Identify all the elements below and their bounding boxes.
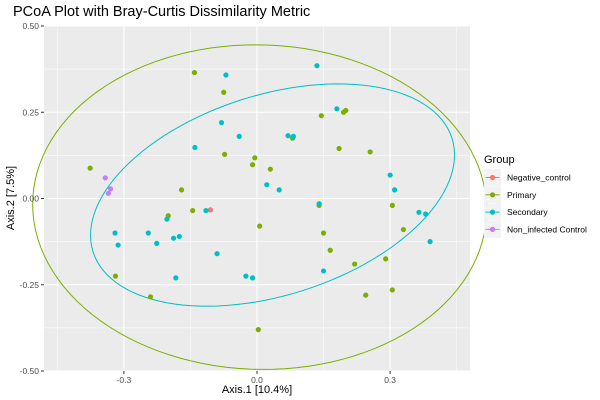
x-tick-label: -0.3 xyxy=(117,375,132,385)
point-primary xyxy=(336,145,342,152)
point-secondary xyxy=(276,187,282,193)
point-primary xyxy=(257,223,263,229)
legend-marker-non-infected-control xyxy=(489,226,496,232)
ellipse-secondary xyxy=(90,83,456,307)
point-secondary xyxy=(391,187,398,193)
point-primary xyxy=(87,165,93,171)
grid-major xyxy=(44,25,470,372)
point-primary xyxy=(363,292,369,298)
point-non-infected-control xyxy=(102,175,108,181)
legend: Group Negative_control Primary Secondary No… xyxy=(484,154,587,238)
point-secondary xyxy=(115,242,121,248)
y-tick-label: -0.50 xyxy=(20,366,40,376)
y-tick-label: 0.00 xyxy=(22,194,39,204)
y-tick-label: 0.50 xyxy=(22,21,39,31)
legend-label-negative-control: Negative_control xyxy=(507,173,571,183)
point-secondary xyxy=(236,133,242,139)
point-secondary xyxy=(223,72,229,78)
legend-marker-negative-control xyxy=(489,174,496,181)
point-primary xyxy=(367,149,373,155)
point-secondary xyxy=(320,268,327,274)
point-secondary xyxy=(145,230,151,236)
point-primary xyxy=(147,294,154,300)
point-non-infected-control xyxy=(105,190,111,196)
point-primary xyxy=(221,89,227,95)
point-primary xyxy=(112,273,119,279)
point-primary xyxy=(343,107,349,114)
y-axis-label: Axis.2 [7.5%] xyxy=(5,166,17,230)
point-secondary xyxy=(192,144,198,151)
point-primary xyxy=(252,155,258,161)
y-tick-label: 0.25 xyxy=(22,107,39,117)
point-secondary xyxy=(173,275,179,281)
point-primary xyxy=(389,202,395,208)
legend-label-secondary: Secondary xyxy=(507,207,548,217)
x-tick-label: 0.0 xyxy=(251,375,263,385)
point-secondary xyxy=(423,211,429,217)
point-secondary xyxy=(218,120,225,126)
point-secondary xyxy=(264,182,270,188)
y-axis-ticks: -0.50 -0.25 0.00 0.25 0.50 xyxy=(20,21,44,376)
point-primary xyxy=(222,151,228,157)
point-secondary xyxy=(290,133,296,139)
point-primary xyxy=(249,162,256,168)
point-secondary xyxy=(176,233,182,240)
point-secondary xyxy=(214,251,220,257)
legend-marker-secondary xyxy=(489,209,496,215)
point-non-infected-control xyxy=(107,186,114,192)
legend-label-primary: Primary xyxy=(507,190,537,200)
point-primary xyxy=(389,287,395,293)
point-primary xyxy=(327,247,333,253)
point-primary xyxy=(320,230,327,236)
point-secondary xyxy=(387,172,393,178)
point-primary xyxy=(318,113,324,119)
point-secondary xyxy=(334,106,340,112)
point-secondary xyxy=(285,133,291,139)
point-secondary xyxy=(164,216,170,222)
point-secondary xyxy=(243,273,249,279)
ellipse-primary xyxy=(32,44,488,370)
data-points xyxy=(87,63,433,333)
point-secondary xyxy=(416,209,422,215)
point-primary xyxy=(267,166,273,172)
point-primary xyxy=(191,69,198,76)
point-secondary xyxy=(314,63,320,69)
point-primary xyxy=(190,207,196,214)
x-axis-label: Axis.1 [10.4%] xyxy=(222,384,292,396)
point-primary xyxy=(383,256,389,262)
x-axis-ticks: -0.3 0.0 0.3 xyxy=(117,371,396,385)
point-secondary xyxy=(154,240,160,246)
y-tick-label: -0.25 xyxy=(20,280,40,290)
point-negative-control xyxy=(207,207,214,213)
legend-title: Group xyxy=(484,154,515,166)
chart-title: PCoA Plot with Bray-Curtis Dissimilarity… xyxy=(13,4,310,20)
point-secondary xyxy=(203,207,209,214)
point-primary xyxy=(255,327,261,333)
legend-marker-primary xyxy=(489,192,496,198)
x-tick-label: 0.3 xyxy=(384,375,396,385)
point-primary xyxy=(400,226,407,233)
point-primary xyxy=(178,187,185,193)
point-secondary xyxy=(170,235,177,241)
confidence-ellipses xyxy=(32,44,488,370)
legend-label-non-infected-control: Non_infected Control xyxy=(507,224,587,234)
point-secondary xyxy=(316,201,322,207)
point-secondary xyxy=(112,230,118,236)
point-secondary xyxy=(249,275,256,281)
point-secondary xyxy=(427,239,433,245)
point-primary xyxy=(352,261,358,267)
